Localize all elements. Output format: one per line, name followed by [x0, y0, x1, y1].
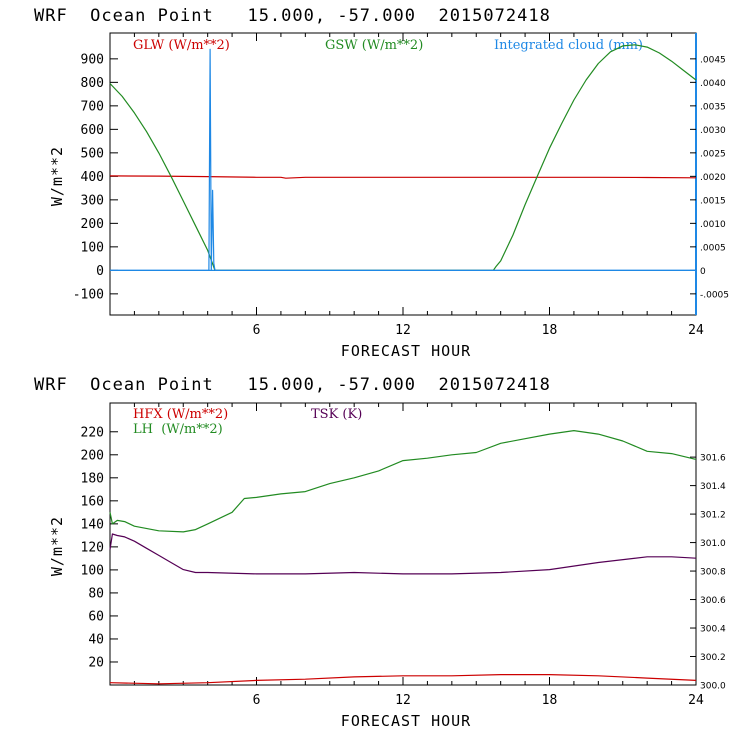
y-tick-label: 40: [88, 632, 104, 647]
legend-hfx: HFX (W/m**2): [133, 407, 228, 422]
y2-tick-label: 300.0: [700, 682, 726, 692]
y-tick-label: 200: [81, 448, 104, 463]
y-tick-label: 140: [81, 517, 104, 532]
panel1-right-axis-line: [695, 33, 697, 315]
panel1-frame: [109, 32, 697, 316]
y2-tick-label: .0030: [700, 126, 726, 136]
panel2-frame: [109, 402, 697, 686]
y-tick-label: 60: [88, 609, 104, 624]
y-tick-label: -100: [73, 287, 104, 302]
y2-tick-label: 300.4: [700, 625, 726, 635]
x-tick-label: 6: [253, 693, 261, 708]
y2-tick-label: .0015: [700, 196, 726, 206]
panel1-xlabel: FORECAST HOUR: [341, 342, 471, 360]
y2-tick-label: .0040: [700, 79, 726, 89]
series-line-gsw: [109, 44, 697, 271]
panel2-xlabel: FORECAST HOUR: [341, 712, 471, 730]
series-line-hfx: [109, 674, 697, 685]
legend-gsw: GSW (W/m**2): [325, 38, 423, 53]
surface-flux-panel: WRF Ocean Point 15.000, -57.000 20150724…: [34, 375, 726, 730]
y-tick-label: 200: [81, 217, 104, 232]
series-line-cloud: [110, 48, 696, 271]
y-tick-label: 160: [81, 494, 104, 509]
legend-tsk: TSK (K): [311, 407, 362, 422]
y-tick-label: 180: [81, 471, 104, 486]
x-tick-label: 24: [688, 693, 704, 708]
y-tick-label: 80: [88, 586, 104, 601]
series-line-glw: [109, 175, 697, 179]
y-tick-label: 100: [81, 240, 104, 255]
y-tick-label: 120: [81, 540, 104, 555]
y-tick-label: 700: [81, 99, 104, 114]
y2-tick-label: .0045: [700, 55, 726, 65]
y2-tick-label: .0035: [700, 102, 726, 112]
y-tick-label: 100: [81, 563, 104, 578]
series-line-lh: [109, 430, 697, 533]
y2-tick-label: 301.0: [700, 539, 726, 549]
y2-tick-label: 301.4: [700, 482, 726, 492]
y-tick-label: 20: [88, 655, 104, 670]
y2-tick-label: -.0005: [700, 290, 729, 300]
y-tick-label: 900: [81, 52, 104, 67]
panel2-title: WRF Ocean Point 15.000, -57.000 20150724…: [34, 375, 551, 395]
y2-tick-label: .0005: [700, 243, 726, 253]
y2-tick-label: .0020: [700, 173, 726, 183]
y-tick-label: 400: [81, 170, 104, 185]
panel1-ylabel: W/m**2: [48, 146, 66, 206]
y2-tick-label: 300.2: [700, 653, 726, 663]
panel2-ylabel: W/m**2: [48, 516, 66, 576]
x-tick-label: 12: [395, 693, 411, 708]
y2-tick-label: .0025: [700, 149, 726, 159]
panel1-title: WRF Ocean Point 15.000, -57.000 20150724…: [34, 6, 551, 26]
y-tick-label: 0: [96, 264, 104, 279]
x-tick-label: 18: [542, 323, 558, 338]
y-tick-label: 600: [81, 123, 104, 138]
y2-tick-label: .0010: [700, 220, 726, 230]
y2-tick-label: 300.8: [700, 568, 726, 578]
x-tick-label: 18: [542, 693, 558, 708]
series-line-tsk: [109, 533, 697, 575]
legend-lh: LH (W/m**2): [133, 422, 223, 437]
y2-tick-label: 301.2: [700, 511, 726, 521]
legend-cloud: Integrated cloud (mm): [494, 38, 643, 53]
x-tick-label: 6: [253, 323, 261, 338]
y2-tick-label: 301.6: [700, 454, 726, 464]
y-tick-label: 800: [81, 76, 104, 91]
y-tick-label: 220: [81, 425, 104, 440]
x-tick-label: 24: [688, 323, 704, 338]
y2-tick-label: 300.6: [700, 596, 726, 606]
y-tick-label: 300: [81, 193, 104, 208]
radiation-panel: WRF Ocean Point 15.000, -57.000 20150724…: [34, 6, 729, 360]
y2-tick-label: 0: [700, 267, 706, 277]
x-tick-label: 12: [395, 323, 411, 338]
legend-glw: GLW (W/m**2): [133, 38, 230, 53]
y-tick-label: 500: [81, 146, 104, 161]
